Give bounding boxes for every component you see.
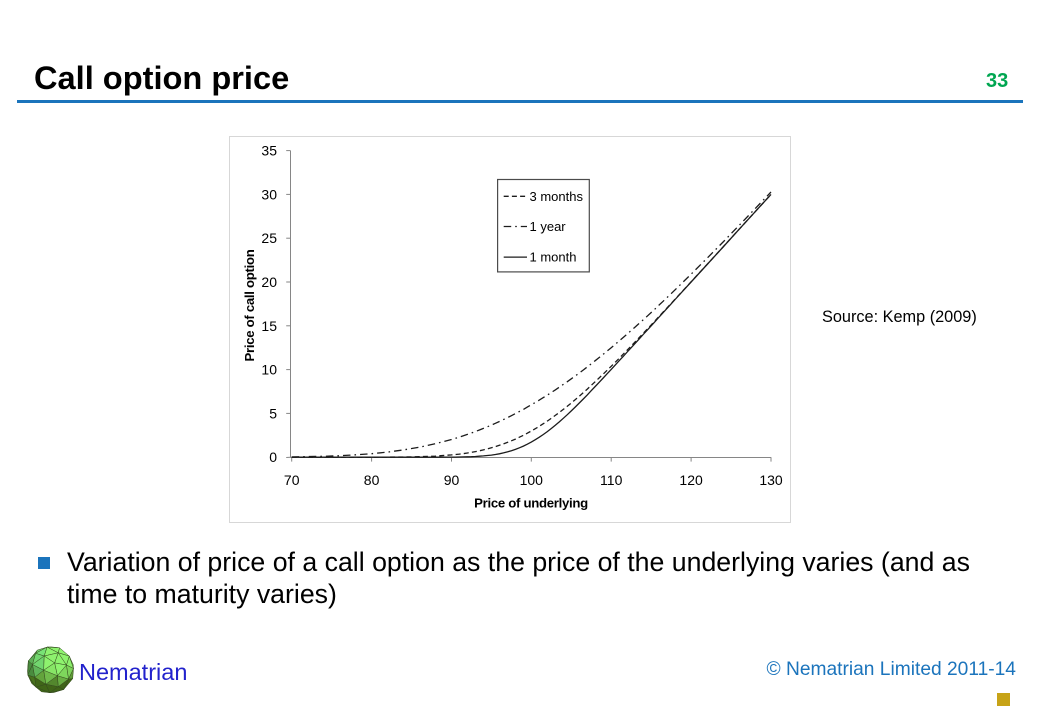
svg-text:Price of underlying: Price of underlying [474, 496, 588, 511]
svg-text:10: 10 [261, 362, 277, 378]
svg-text:1 month: 1 month [530, 250, 577, 265]
svg-text:120: 120 [679, 472, 703, 488]
svg-text:130: 130 [759, 472, 783, 488]
svg-text:1 year: 1 year [530, 219, 567, 234]
svg-text:25: 25 [261, 230, 277, 246]
svg-text:100: 100 [520, 472, 544, 488]
svg-text:15: 15 [261, 318, 277, 334]
svg-text:80: 80 [364, 472, 380, 488]
svg-text:110: 110 [600, 472, 623, 488]
svg-text:30: 30 [261, 186, 277, 202]
svg-text:70: 70 [284, 472, 300, 488]
svg-text:35: 35 [261, 143, 277, 159]
svg-text:3 months: 3 months [530, 189, 584, 204]
svg-text:20: 20 [261, 274, 277, 290]
svg-text:5: 5 [269, 405, 277, 421]
svg-text:0: 0 [269, 449, 277, 465]
svg-text:Price of call option: Price of call option [242, 249, 257, 361]
svg-text:90: 90 [444, 472, 460, 488]
